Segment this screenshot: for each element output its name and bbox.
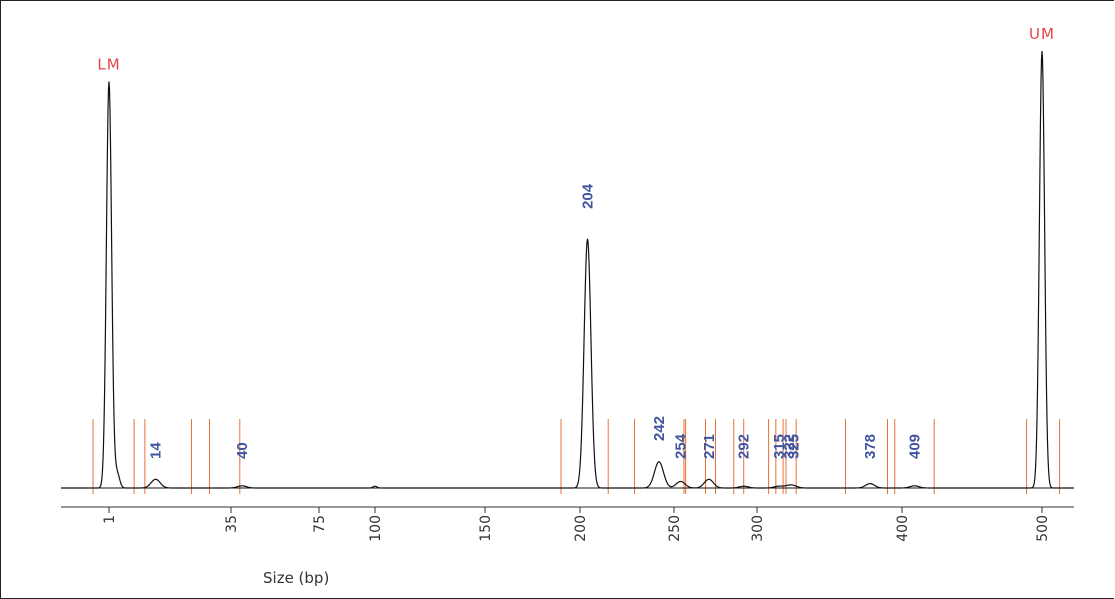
marker-labels: LM UM [97, 25, 1055, 74]
peak-label-14: 14 [148, 442, 165, 459]
x-tick-label-250: 250 [667, 515, 683, 542]
peak-label-242: 242 [651, 416, 668, 441]
region-boundaries [92, 419, 1061, 494]
x-tick-label-300: 300 [750, 515, 766, 542]
peak-label-409: 409 [907, 434, 924, 459]
marker-label-um: UM [1029, 25, 1055, 43]
peak-label-378: 378 [862, 434, 879, 459]
x-tick-label-150: 150 [478, 515, 494, 542]
peak-label-271: 271 [701, 434, 718, 459]
x-tick-label-100: 100 [368, 515, 384, 542]
x-tick-label-400: 400 [895, 515, 911, 542]
peak-label-40: 40 [234, 442, 251, 459]
x-tick-label-75: 75 [312, 515, 328, 533]
peak-label-254: 254 [673, 433, 690, 459]
peak-label-292: 292 [736, 434, 753, 459]
x-tick-label-35: 35 [224, 515, 240, 533]
peak-label-325: 325 [785, 434, 802, 459]
x-tick-label-1: 1 [102, 515, 118, 524]
x-axis-label: Size (bp) [263, 569, 329, 587]
marker-label-lm: LM [97, 56, 120, 74]
x-tick-label-500: 500 [1035, 515, 1051, 542]
peak-label-315: 315 [771, 434, 788, 459]
trace-line [61, 50, 1074, 489]
peak-label-204: 204 [580, 183, 597, 209]
x-tick-label-200: 200 [573, 515, 589, 542]
peak-label-322: 322 [781, 434, 798, 459]
x-axis-ticks: 1 35 75 100 150 200 250 300 400 500 [102, 507, 1051, 542]
